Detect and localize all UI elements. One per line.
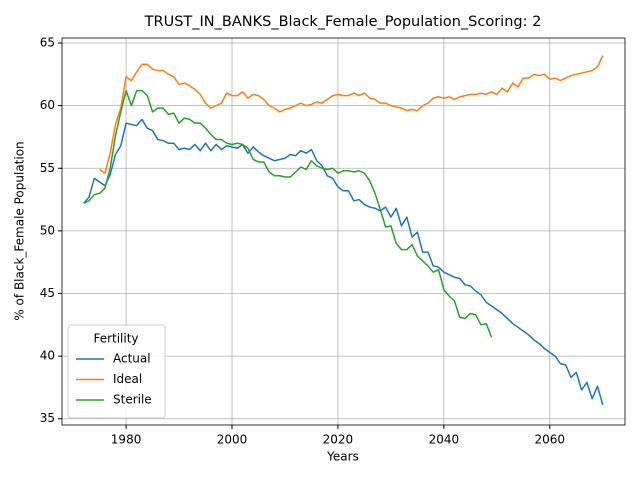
- chart-title: TRUST_IN_BANKS_Black_Female_Population_S…: [144, 14, 542, 30]
- y-tick-label: 50: [40, 223, 55, 237]
- legend-label: Actual: [113, 352, 151, 366]
- x-tick-label: 2020: [323, 433, 354, 447]
- x-axis-label: Years: [326, 450, 359, 464]
- plot-frame: [61, 37, 626, 426]
- series-line: [83, 118, 604, 406]
- x-tick-label: 2060: [535, 433, 566, 447]
- legend-title: Fertility: [93, 332, 138, 346]
- y-axis-label: % of Black_Female Population: [13, 141, 27, 320]
- y-tick-label: 45: [40, 286, 55, 300]
- legend-box: [67, 324, 166, 419]
- y-tick-label: 35: [40, 411, 55, 425]
- series-line: [83, 89, 493, 338]
- series-line: [99, 55, 604, 175]
- legend-label: Sterile: [113, 393, 152, 407]
- x-tick-label: 2040: [429, 433, 460, 447]
- x-tick-label: 2000: [217, 433, 248, 447]
- y-tick-label: 60: [40, 98, 55, 112]
- legend-label: Ideal: [113, 372, 142, 386]
- y-tick-label: 65: [40, 36, 55, 50]
- y-tick-label: 55: [40, 161, 55, 175]
- y-tick-label: 40: [40, 349, 55, 363]
- x-tick-label: 1980: [111, 433, 142, 447]
